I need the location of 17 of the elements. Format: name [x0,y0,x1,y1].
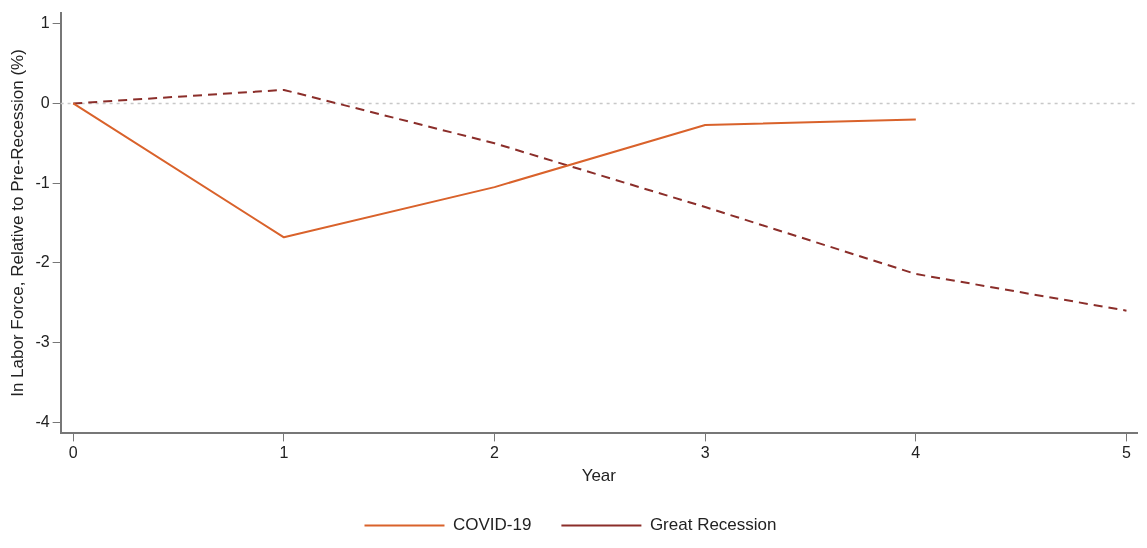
y-axis-title: In Labor Force, Relative to Pre-Recession (%) [7,49,27,397]
x-tick-label: 4 [911,444,921,462]
x-tick-label: 1 [279,444,289,462]
x-tick-label: 0 [68,444,78,462]
y-tick-label: -4 [35,412,50,430]
legend-label: Great Recession [649,515,777,535]
y-tick-label: 1 [40,14,50,32]
x-tick-label: 3 [700,444,710,462]
y-tick-label: 0 [40,93,50,111]
x-tick-label: 5 [1122,444,1132,462]
y-tick-label: -3 [35,332,50,350]
legend-label: COVID-19 [452,515,532,535]
x-axis-title: Year [581,466,617,486]
line-series [72,88,1128,312]
y-tick-label: -1 [35,173,50,191]
x-tick-label: 2 [490,444,500,462]
y-tick-label: -2 [35,253,50,271]
